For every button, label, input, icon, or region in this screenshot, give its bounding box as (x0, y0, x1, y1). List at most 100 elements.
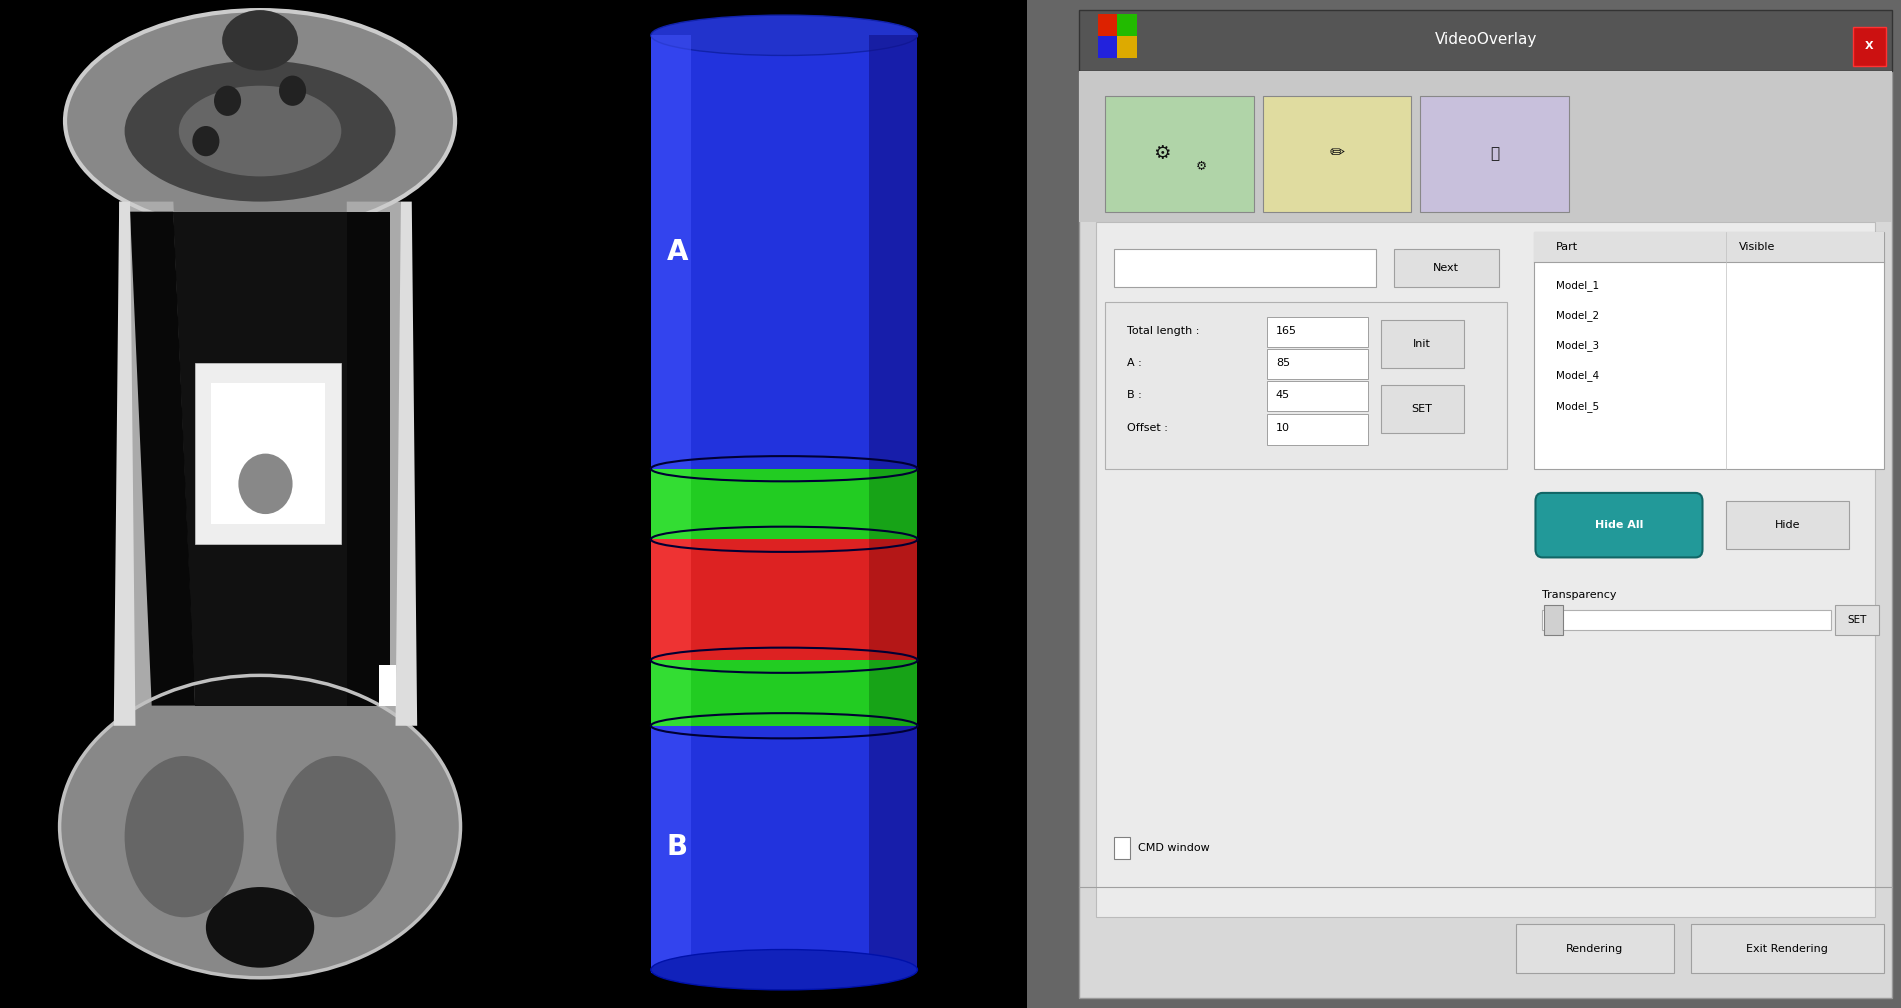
FancyBboxPatch shape (1544, 605, 1563, 635)
Polygon shape (129, 212, 196, 706)
FancyBboxPatch shape (650, 469, 918, 539)
FancyBboxPatch shape (650, 660, 690, 726)
Ellipse shape (276, 756, 395, 917)
FancyBboxPatch shape (1380, 320, 1464, 368)
Text: Model_5: Model_5 (1555, 401, 1599, 411)
Text: B :: B : (1127, 390, 1143, 400)
FancyBboxPatch shape (1268, 381, 1367, 411)
Polygon shape (173, 212, 346, 706)
FancyBboxPatch shape (869, 726, 918, 973)
FancyBboxPatch shape (1118, 14, 1137, 36)
Ellipse shape (650, 950, 918, 990)
Text: Model_1: Model_1 (1555, 280, 1599, 290)
FancyBboxPatch shape (1420, 96, 1568, 212)
Text: Rendering: Rendering (1566, 943, 1623, 954)
Text: Next: Next (1433, 263, 1460, 273)
FancyBboxPatch shape (650, 469, 690, 539)
Text: Model_3: Model_3 (1555, 341, 1599, 351)
Text: ✏: ✏ (1329, 144, 1344, 162)
Ellipse shape (65, 10, 454, 232)
Text: Offset :: Offset : (1127, 423, 1167, 433)
Text: B: B (667, 833, 688, 861)
FancyBboxPatch shape (1692, 924, 1884, 973)
Text: ⚙: ⚙ (1154, 144, 1171, 162)
Text: SET: SET (1411, 404, 1431, 414)
Text: Total length :: Total length : (1127, 326, 1200, 336)
Text: 85: 85 (1276, 358, 1291, 368)
FancyBboxPatch shape (1080, 71, 1891, 222)
Text: Init: Init (1412, 339, 1431, 349)
FancyBboxPatch shape (1542, 610, 1831, 630)
FancyBboxPatch shape (1836, 605, 1878, 635)
FancyBboxPatch shape (378, 665, 395, 706)
FancyBboxPatch shape (1104, 96, 1255, 212)
FancyBboxPatch shape (1534, 232, 1884, 469)
Text: Visible: Visible (1739, 242, 1776, 252)
Text: Transparency: Transparency (1542, 590, 1618, 600)
Polygon shape (346, 212, 390, 706)
FancyBboxPatch shape (869, 539, 918, 660)
FancyBboxPatch shape (1853, 27, 1886, 66)
FancyBboxPatch shape (650, 539, 918, 660)
Text: CMD window: CMD window (1137, 843, 1209, 853)
Text: 🦴: 🦴 (1490, 146, 1500, 160)
FancyBboxPatch shape (1536, 493, 1703, 557)
Text: A: A (667, 238, 688, 266)
FancyBboxPatch shape (1534, 232, 1884, 262)
FancyBboxPatch shape (1097, 222, 1874, 917)
Text: ⚙: ⚙ (1196, 160, 1207, 172)
Ellipse shape (125, 756, 243, 917)
FancyBboxPatch shape (1027, 0, 1901, 1008)
FancyBboxPatch shape (650, 35, 918, 469)
FancyBboxPatch shape (1099, 14, 1118, 36)
Text: X: X (1865, 41, 1874, 51)
Ellipse shape (279, 76, 306, 106)
Ellipse shape (650, 15, 918, 55)
Text: Exit Rendering: Exit Rendering (1747, 943, 1829, 954)
Text: Hide: Hide (1774, 520, 1800, 530)
FancyBboxPatch shape (869, 660, 918, 726)
FancyBboxPatch shape (1099, 36, 1118, 58)
Text: VideoOverlay: VideoOverlay (1435, 32, 1536, 46)
FancyBboxPatch shape (1118, 36, 1137, 58)
FancyBboxPatch shape (1114, 249, 1376, 287)
FancyBboxPatch shape (1268, 349, 1367, 379)
FancyBboxPatch shape (1517, 924, 1673, 973)
FancyBboxPatch shape (196, 363, 342, 544)
Text: 165: 165 (1276, 326, 1296, 336)
Ellipse shape (125, 60, 395, 202)
Ellipse shape (59, 675, 460, 978)
Ellipse shape (192, 126, 219, 156)
Polygon shape (346, 202, 413, 726)
FancyBboxPatch shape (1080, 10, 1891, 71)
FancyBboxPatch shape (1380, 385, 1464, 433)
FancyBboxPatch shape (1104, 302, 1507, 469)
Ellipse shape (238, 454, 293, 514)
Text: A :: A : (1127, 358, 1143, 368)
Text: 10: 10 (1276, 423, 1289, 433)
FancyBboxPatch shape (1393, 249, 1498, 287)
FancyBboxPatch shape (650, 726, 918, 973)
Ellipse shape (179, 86, 342, 176)
Polygon shape (114, 202, 135, 726)
Ellipse shape (222, 10, 298, 71)
Text: Part: Part (1555, 242, 1578, 252)
FancyBboxPatch shape (211, 383, 325, 524)
FancyBboxPatch shape (1726, 501, 1848, 549)
Ellipse shape (215, 86, 241, 116)
FancyBboxPatch shape (869, 469, 918, 539)
FancyBboxPatch shape (650, 660, 918, 726)
Polygon shape (395, 202, 416, 726)
FancyBboxPatch shape (1268, 317, 1367, 347)
Polygon shape (120, 202, 196, 726)
Text: Hide All: Hide All (1595, 520, 1642, 530)
Text: Model_2: Model_2 (1555, 310, 1599, 321)
Text: 45: 45 (1276, 390, 1291, 400)
FancyBboxPatch shape (650, 726, 690, 973)
FancyBboxPatch shape (1114, 837, 1129, 859)
Ellipse shape (205, 887, 314, 968)
FancyBboxPatch shape (1080, 71, 1891, 998)
FancyBboxPatch shape (869, 35, 918, 469)
FancyBboxPatch shape (1268, 414, 1367, 445)
FancyBboxPatch shape (1262, 96, 1411, 212)
